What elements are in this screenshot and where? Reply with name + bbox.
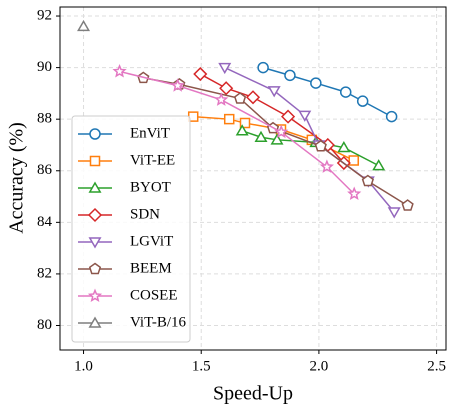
legend-marker <box>89 128 101 140</box>
series-line <box>224 66 395 213</box>
marker <box>270 133 284 145</box>
marker <box>219 81 234 96</box>
legend-label: ViT-B/16 <box>130 314 187 330</box>
legend-label: ViT-EE <box>130 152 175 168</box>
x-tick-label: 1.0 <box>74 358 93 374</box>
marker <box>348 155 359 166</box>
marker <box>112 64 127 78</box>
legend-marker <box>88 237 102 249</box>
marker <box>310 77 322 89</box>
series-line <box>119 70 355 195</box>
y-tick-label: 80 <box>37 317 52 333</box>
marker <box>235 124 249 136</box>
marker <box>361 174 374 187</box>
y-tick-label: 90 <box>37 59 52 75</box>
y-tick-label: 82 <box>37 265 52 281</box>
marker <box>267 86 281 98</box>
marker <box>401 199 414 211</box>
marker <box>218 62 232 75</box>
marker <box>170 78 185 92</box>
y-tick-label: 92 <box>37 7 52 23</box>
plot-frame <box>59 6 447 351</box>
x-axis-label: Speed-Up <box>213 383 293 405</box>
legend-marker <box>88 262 102 275</box>
legend-label: SDN <box>130 206 160 222</box>
marker <box>347 186 362 200</box>
marker <box>274 124 289 139</box>
y-tick-label: 88 <box>37 111 52 127</box>
marker <box>284 69 296 82</box>
marker <box>77 19 91 32</box>
marker <box>193 66 208 82</box>
y-axis-label: Accuracy (%) <box>6 122 28 234</box>
marker <box>257 61 269 74</box>
marker <box>245 90 261 105</box>
legend-label: BEEM <box>130 260 172 276</box>
x-tick-label: 1.5 <box>192 358 211 374</box>
x-tick-label: 2.0 <box>310 358 329 374</box>
legend-label: LGViT <box>130 233 173 249</box>
marker <box>337 141 351 153</box>
y-tick-label: 84 <box>37 214 53 230</box>
marker <box>319 159 334 173</box>
legend-marker <box>88 181 102 193</box>
marker <box>214 92 229 106</box>
marker <box>254 130 268 142</box>
marker <box>314 139 327 152</box>
legend-marker <box>87 207 103 223</box>
legend-label: BYOT <box>130 179 171 195</box>
marker <box>281 109 296 124</box>
legend-marker <box>87 288 103 303</box>
legend-marker <box>88 316 102 328</box>
marker <box>298 110 312 122</box>
legend-label: COSEE <box>130 287 178 303</box>
marker <box>372 159 386 171</box>
marker <box>356 95 369 107</box>
marker <box>233 92 247 104</box>
legend-marker <box>89 155 101 167</box>
marker <box>339 86 352 98</box>
marker <box>387 207 401 219</box>
legend-box <box>71 115 191 343</box>
x-tick-label: 2.5 <box>427 358 446 374</box>
marker <box>385 110 398 123</box>
series-line <box>241 130 380 167</box>
marker <box>223 113 235 125</box>
legend-label: EnViT <box>130 125 170 141</box>
y-tick-label: 86 <box>37 162 53 178</box>
